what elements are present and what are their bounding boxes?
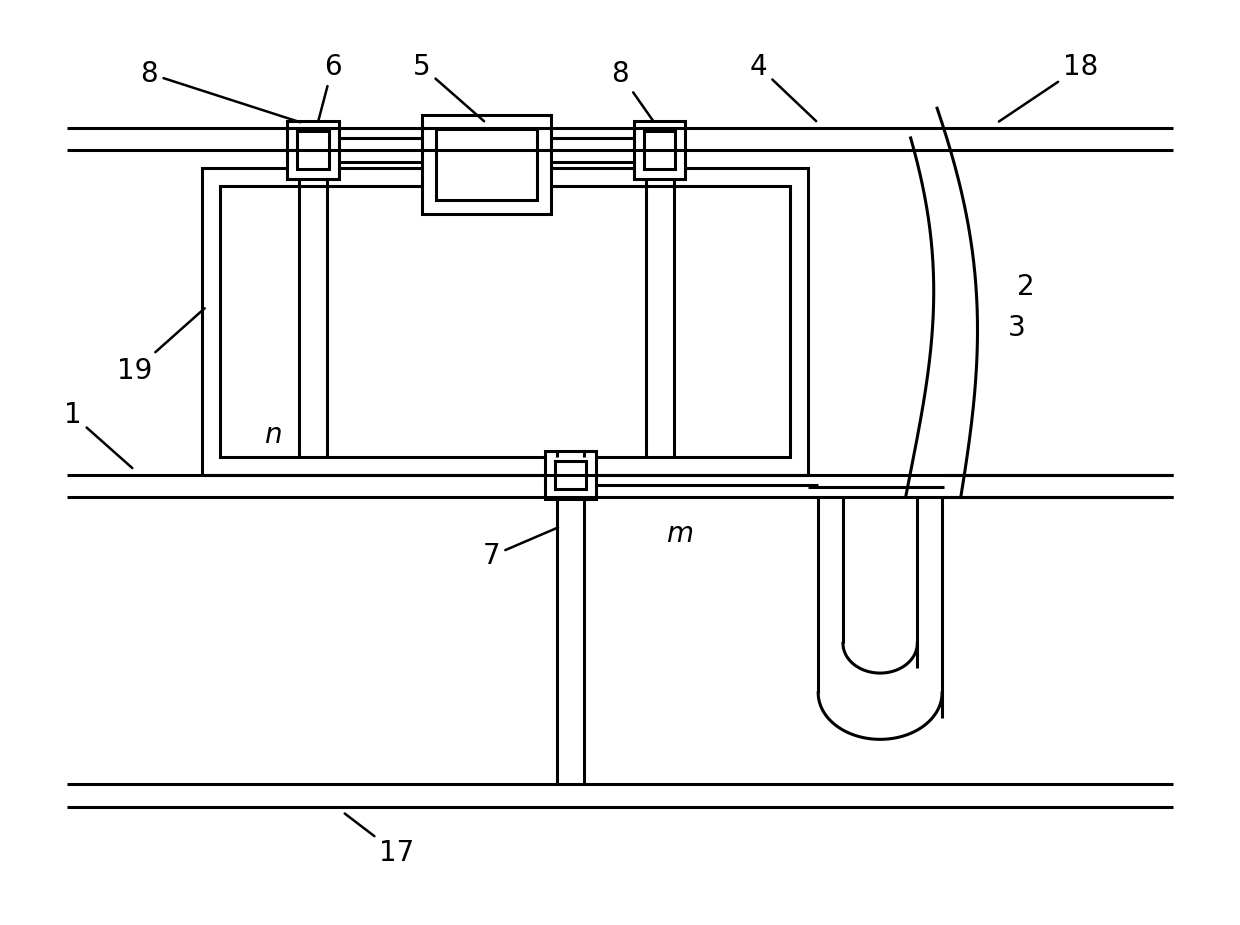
Text: 2: 2 <box>1018 273 1035 301</box>
Bar <box>286 121 339 179</box>
Text: m: m <box>666 521 693 549</box>
Text: 7: 7 <box>482 527 558 570</box>
Text: 8: 8 <box>140 59 300 122</box>
Text: 8: 8 <box>611 59 653 121</box>
Bar <box>544 451 596 499</box>
Text: n: n <box>264 421 281 450</box>
Text: 4: 4 <box>750 53 816 121</box>
Text: 17: 17 <box>345 813 414 868</box>
Text: 5: 5 <box>413 53 484 121</box>
Text: 3: 3 <box>1008 314 1025 342</box>
Text: 18: 18 <box>999 53 1099 121</box>
Text: 19: 19 <box>117 308 205 385</box>
Bar <box>202 167 808 475</box>
Bar <box>435 129 537 201</box>
Bar <box>554 461 587 488</box>
Bar <box>634 121 686 179</box>
Bar <box>422 115 551 215</box>
Bar <box>296 131 329 168</box>
Bar <box>219 186 790 457</box>
Text: 6: 6 <box>319 53 341 120</box>
Text: 1: 1 <box>64 401 133 468</box>
Bar <box>644 131 676 168</box>
